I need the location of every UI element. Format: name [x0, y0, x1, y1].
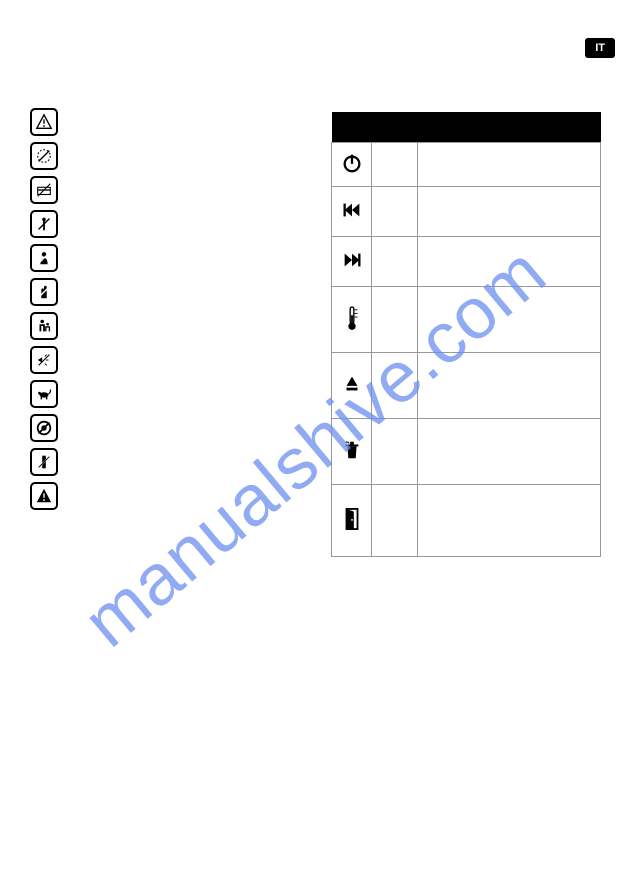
table-cell — [418, 352, 601, 418]
table-cell — [418, 418, 601, 484]
no-bar-icon — [30, 448, 58, 476]
no-cycle-icon — [30, 142, 58, 170]
table-cell — [418, 286, 601, 352]
language-badge: IT — [585, 38, 615, 58]
table-cell — [372, 236, 418, 286]
table-cell — [418, 186, 601, 236]
animal-icon — [30, 380, 58, 408]
card-icon — [30, 176, 58, 204]
no-pierce-icon — [30, 210, 58, 238]
table-cell — [372, 484, 418, 556]
no-person-icon — [30, 244, 58, 272]
table-row — [332, 286, 601, 352]
table-cell — [418, 142, 601, 186]
table-cell — [372, 418, 418, 484]
rewind-icon — [332, 186, 372, 236]
table-cell — [418, 236, 601, 286]
table-cell — [372, 142, 418, 186]
dispose-icon — [332, 418, 372, 484]
no-circle-icon — [30, 414, 58, 442]
control-panel-table — [331, 112, 601, 557]
table-row — [332, 484, 601, 556]
table-row — [332, 236, 601, 286]
door-icon — [332, 484, 372, 556]
thermometer-icon — [332, 286, 372, 352]
no-spray-icon — [30, 346, 58, 374]
eject-icon — [332, 352, 372, 418]
table-header-icon — [332, 112, 372, 142]
hazard-icon — [30, 482, 58, 510]
table-row — [332, 352, 601, 418]
table-header-row — [332, 112, 601, 142]
table-cell — [418, 484, 601, 556]
table-cell — [372, 286, 418, 352]
table-row — [332, 142, 601, 186]
table-row — [332, 418, 601, 484]
safety-icons-column — [30, 108, 58, 510]
warning-icon — [30, 108, 58, 136]
no-hand-icon — [30, 278, 58, 306]
table-header-desc — [418, 112, 601, 142]
no-child-icon — [30, 312, 58, 340]
table-row — [332, 186, 601, 236]
forward-icon — [332, 236, 372, 286]
table-cell — [372, 186, 418, 236]
table-cell — [372, 352, 418, 418]
power-icon — [332, 142, 372, 186]
table-header-mid — [372, 112, 418, 142]
